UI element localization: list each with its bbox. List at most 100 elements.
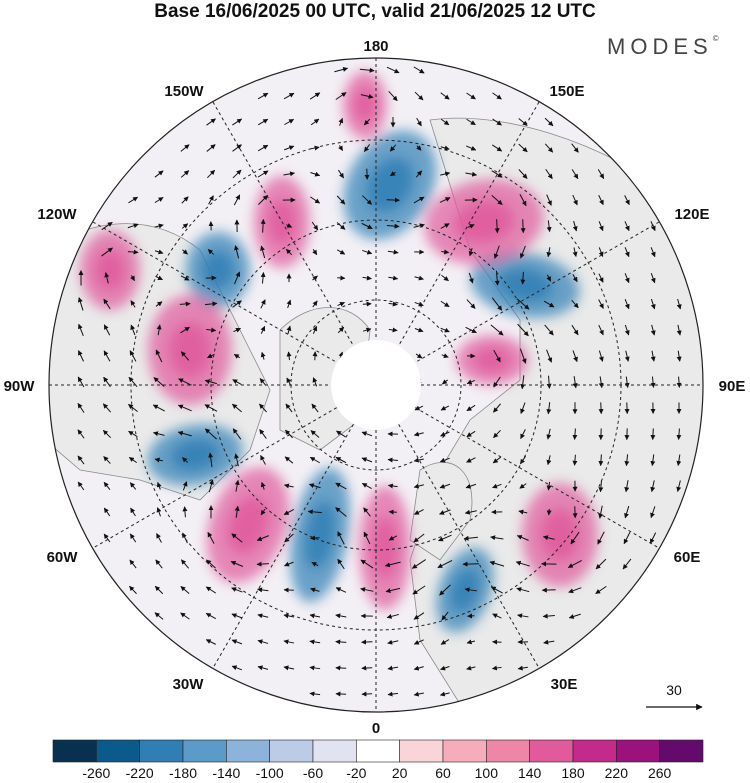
wind-vector xyxy=(257,613,269,619)
colorbar-tick-label: 100 xyxy=(475,765,499,781)
wind-vector xyxy=(130,324,136,336)
wind-vector xyxy=(360,559,374,569)
wind-vector xyxy=(465,171,478,177)
wind-vector xyxy=(180,275,190,281)
wind-vector xyxy=(492,483,502,489)
wind-vector xyxy=(492,118,502,126)
wind-vector xyxy=(77,481,85,491)
colorbar-tick-label: -180 xyxy=(169,765,197,781)
wind-vector xyxy=(624,247,630,258)
colorbar-tick-label: -220 xyxy=(126,765,154,781)
wind-vector xyxy=(77,429,85,439)
wind-vector xyxy=(335,92,347,100)
wind-vector xyxy=(154,170,164,178)
wind-vector xyxy=(440,431,450,437)
wind-vector xyxy=(598,221,604,232)
wind-vector xyxy=(468,272,474,284)
wind-vector xyxy=(103,481,111,491)
lon-label-150e: 150E xyxy=(549,83,584,100)
wind-vector xyxy=(624,324,630,336)
anomaly-core xyxy=(372,517,398,579)
wind-vector xyxy=(388,535,398,541)
wind-vector xyxy=(260,455,266,465)
wind-vector xyxy=(310,196,321,204)
wind-vector xyxy=(440,405,450,411)
wind-vector xyxy=(312,275,318,281)
wind-vector xyxy=(208,195,214,205)
colorbar-swatch xyxy=(312,739,357,763)
colorbar-tick-label: -20 xyxy=(346,765,366,781)
colorbar-tick-label: -100 xyxy=(256,765,284,781)
wind-vector xyxy=(77,297,84,311)
wind-vector xyxy=(414,275,424,281)
wind-vector xyxy=(129,482,137,490)
wind-vector xyxy=(650,324,656,336)
wind-vector xyxy=(257,170,269,178)
wind-vector xyxy=(489,560,505,567)
wind-vector xyxy=(624,376,630,388)
wind-vector xyxy=(491,144,503,152)
colorbar-tick-label: 180 xyxy=(561,765,585,781)
wind-vector xyxy=(232,428,242,440)
wind-vector xyxy=(309,613,321,619)
wind-vector xyxy=(517,323,529,337)
wind-vector xyxy=(154,585,164,595)
wind-vector xyxy=(284,456,294,464)
wind-vector xyxy=(441,379,448,385)
wind-vector xyxy=(676,324,682,336)
wind-vector xyxy=(465,483,477,489)
wind-vector xyxy=(386,223,400,229)
wind-vector xyxy=(260,325,266,334)
wind-vector xyxy=(234,245,240,259)
wind-vector xyxy=(284,561,294,567)
wind-vector xyxy=(518,143,528,153)
wind-vector xyxy=(492,613,502,619)
wind-vector xyxy=(156,507,162,517)
wind-vector xyxy=(389,171,396,177)
wind-vector xyxy=(256,561,269,567)
wind-vector xyxy=(598,324,604,336)
wind-vector xyxy=(622,558,632,570)
wind-vector xyxy=(154,612,164,620)
wind-vector xyxy=(468,247,474,257)
wind-vector xyxy=(260,481,266,490)
wind-vector xyxy=(413,196,425,204)
wind-vector xyxy=(234,479,240,492)
wind-vector xyxy=(335,482,347,490)
wind-vector xyxy=(178,378,192,386)
wind-vector xyxy=(338,169,344,179)
wind-vector xyxy=(388,275,399,281)
wind-vector xyxy=(310,430,320,438)
wind-vector xyxy=(676,350,682,362)
wind-vector xyxy=(649,532,657,544)
wind-vector xyxy=(284,145,295,151)
wind-vector xyxy=(180,586,190,594)
wind-vector xyxy=(439,691,450,697)
wind-vector xyxy=(598,480,604,493)
wind-vector xyxy=(595,558,607,570)
lon-label-120e: 120E xyxy=(674,206,709,223)
wind-vector xyxy=(546,220,552,233)
lon-label-60e: 60E xyxy=(674,549,701,566)
wind-vector xyxy=(387,457,399,463)
wind-vector xyxy=(519,245,526,259)
colorbar-swatch xyxy=(572,739,617,763)
wind-vector xyxy=(493,429,501,439)
wind-vector xyxy=(232,379,242,385)
wind-vector xyxy=(414,91,424,101)
wind-vector xyxy=(546,375,552,389)
wind-vector xyxy=(546,349,553,363)
wind-vector xyxy=(260,299,266,309)
wind-vector xyxy=(440,665,450,671)
wind-vector xyxy=(493,403,501,413)
wind-vector xyxy=(466,404,476,412)
wind-vector xyxy=(230,560,244,567)
wind-vector xyxy=(309,691,321,697)
wind-vector xyxy=(543,639,555,645)
wind-vector xyxy=(464,509,477,515)
wind-vector xyxy=(413,66,425,74)
wind-vector xyxy=(439,509,451,515)
wind-vector xyxy=(650,480,656,493)
wind-vector xyxy=(437,559,453,569)
wind-vector xyxy=(231,639,243,645)
